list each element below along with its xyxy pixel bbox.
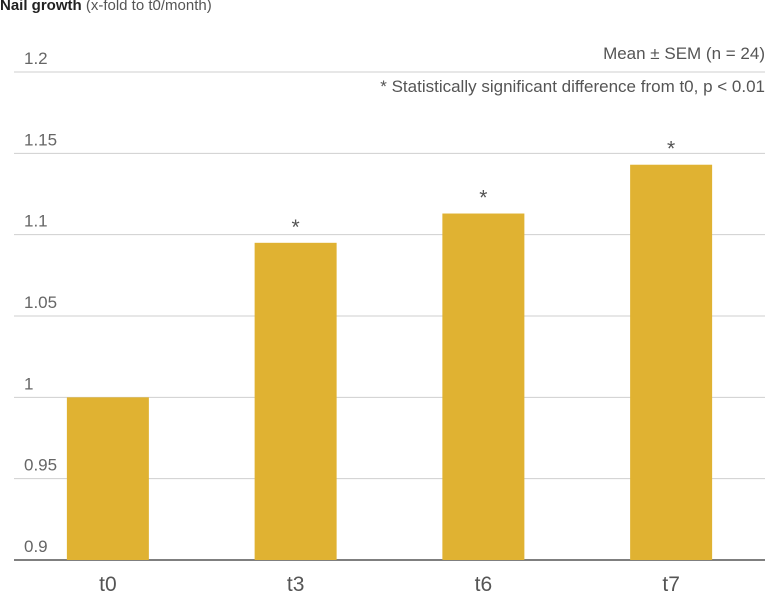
x-tick-label: t6 [475, 573, 493, 592]
y-tick-label: 1.1 [24, 212, 48, 231]
chart-title-main: Nail growth [0, 0, 82, 14]
bar-t7 [630, 164, 713, 560]
y-tick-label: 1.05 [24, 293, 57, 312]
y-tick-label: 1.15 [24, 130, 57, 149]
chart-title: Nail growth (x-fold to t0/month) [0, 0, 212, 14]
stats-note: Mean ± SEM (n = 24) [603, 44, 765, 63]
bar-t3 [254, 242, 337, 561]
y-tick-label: 0.9 [24, 537, 48, 556]
bar-t6 [442, 213, 525, 560]
significance-marker: * [292, 216, 300, 239]
x-tick-label: t3 [287, 573, 305, 592]
x-tick-label: t7 [662, 573, 680, 592]
bar-t0 [66, 397, 149, 560]
significance-marker: * [479, 187, 487, 210]
significance-note: * Statistically significant difference f… [380, 77, 765, 96]
y-tick-label: 1 [24, 374, 33, 393]
x-tick-label: t0 [99, 573, 117, 592]
significance-marker: * [667, 138, 675, 161]
y-tick-label: 0.95 [24, 456, 57, 475]
y-axis-label: (x-fold to t0/month) [85, 0, 212, 14]
y-tick-label: 1.2 [24, 49, 48, 68]
